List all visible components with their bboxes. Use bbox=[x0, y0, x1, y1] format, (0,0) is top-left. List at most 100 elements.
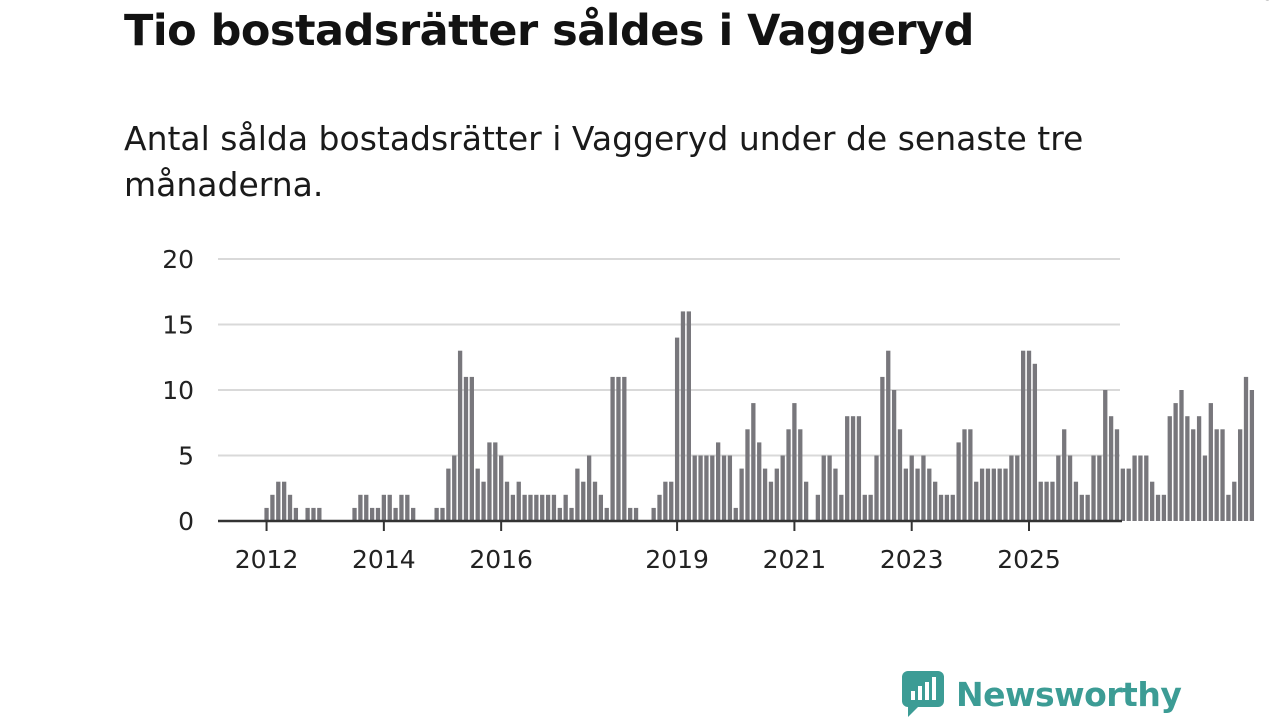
bar bbox=[276, 481, 281, 521]
bar bbox=[557, 507, 562, 521]
gridlines bbox=[218, 258, 1120, 457]
bar bbox=[387, 494, 392, 521]
bar bbox=[1226, 494, 1231, 521]
bar bbox=[1103, 390, 1108, 521]
bar bbox=[774, 468, 779, 521]
bar bbox=[1196, 416, 1202, 521]
bar bbox=[880, 376, 885, 521]
bar bbox=[504, 481, 510, 521]
x-tick-label: 2016 bbox=[469, 545, 533, 574]
bar bbox=[897, 429, 903, 521]
bar bbox=[663, 481, 668, 521]
bar bbox=[317, 507, 322, 521]
newsworthy-logo-icon bbox=[902, 671, 944, 717]
bar bbox=[1214, 429, 1219, 521]
bar bbox=[1249, 390, 1255, 521]
bar bbox=[739, 468, 744, 521]
bar bbox=[499, 455, 504, 521]
bar bbox=[768, 481, 774, 521]
bar bbox=[903, 468, 908, 521]
chart-title: Tio bostadsrätter såldes i Vaggeryd bbox=[124, 6, 974, 56]
bar bbox=[991, 468, 996, 521]
bar bbox=[968, 429, 973, 521]
bar bbox=[522, 494, 527, 521]
bar bbox=[657, 494, 662, 521]
newsworthy-logo-text: Newsworthy bbox=[956, 674, 1182, 714]
bar bbox=[1220, 429, 1225, 521]
bar bbox=[850, 416, 856, 521]
bar bbox=[1114, 429, 1120, 521]
bar bbox=[780, 455, 785, 521]
bar bbox=[962, 429, 967, 521]
bar bbox=[716, 442, 721, 521]
bar bbox=[833, 468, 838, 521]
bar bbox=[1056, 455, 1061, 521]
bar bbox=[944, 494, 950, 521]
bar bbox=[997, 468, 1002, 521]
bar bbox=[1097, 455, 1102, 521]
bar bbox=[786, 429, 791, 521]
x-tick-label: 2019 bbox=[645, 545, 709, 574]
bar bbox=[446, 468, 451, 521]
bar bbox=[1108, 416, 1114, 521]
bar bbox=[264, 507, 269, 521]
bar bbox=[721, 455, 727, 521]
x-tick-label: 2023 bbox=[880, 545, 944, 574]
bar bbox=[1161, 494, 1167, 521]
bar bbox=[868, 494, 873, 521]
bar bbox=[827, 455, 832, 521]
bar bbox=[651, 507, 656, 521]
bar bbox=[1173, 403, 1178, 521]
bar bbox=[452, 455, 457, 521]
bar bbox=[440, 507, 445, 521]
bar bbox=[909, 455, 914, 521]
bar bbox=[551, 494, 557, 521]
y-tick-label: 0 bbox=[178, 507, 194, 536]
bar bbox=[633, 507, 639, 521]
bar bbox=[1167, 416, 1172, 521]
bar bbox=[311, 507, 316, 521]
bar bbox=[839, 494, 844, 521]
bar bbox=[686, 311, 691, 521]
bar bbox=[381, 494, 387, 521]
bar bbox=[692, 455, 697, 521]
bar bbox=[915, 468, 920, 521]
x-tick-label: 2025 bbox=[997, 545, 1061, 574]
bar bbox=[1044, 481, 1049, 521]
bar bbox=[575, 468, 580, 521]
bar bbox=[815, 494, 821, 521]
bar bbox=[569, 507, 574, 521]
bar bbox=[1062, 429, 1067, 521]
bar bbox=[616, 376, 621, 521]
bar bbox=[487, 442, 492, 521]
bar bbox=[592, 481, 598, 521]
bar bbox=[1120, 468, 1125, 521]
x-axis: 2012 2014 2016 2019 2021 2023 2025 bbox=[218, 519, 1122, 574]
bar bbox=[399, 494, 404, 521]
bar bbox=[528, 494, 533, 521]
bar bbox=[1202, 455, 1208, 521]
bar bbox=[563, 494, 568, 521]
bar bbox=[891, 390, 897, 521]
bar bbox=[821, 455, 826, 521]
bar bbox=[1179, 390, 1184, 521]
bar bbox=[956, 442, 961, 521]
bar bbox=[1243, 376, 1249, 521]
bar bbox=[469, 376, 474, 521]
bar bbox=[1073, 481, 1079, 521]
bar bbox=[534, 494, 539, 521]
bar bbox=[1144, 455, 1149, 521]
bar bbox=[622, 376, 627, 521]
bar bbox=[586, 455, 592, 521]
data-labels: 10 bbox=[1244, 0, 1275, 6]
x-tick-label: 2014 bbox=[352, 545, 416, 574]
bar bbox=[874, 455, 879, 521]
bar bbox=[1085, 494, 1090, 521]
bar bbox=[405, 494, 410, 521]
bar bbox=[540, 494, 545, 521]
y-axis-labels: 0 5 10 15 20 bbox=[162, 245, 194, 536]
bar bbox=[1208, 403, 1213, 521]
bar bbox=[1237, 429, 1243, 521]
bar-chart: 0 5 10 15 20 2012 2014 2016 2019 2021 2023 2025 10 bbox=[162, 0, 1275, 574]
bar bbox=[287, 494, 293, 521]
